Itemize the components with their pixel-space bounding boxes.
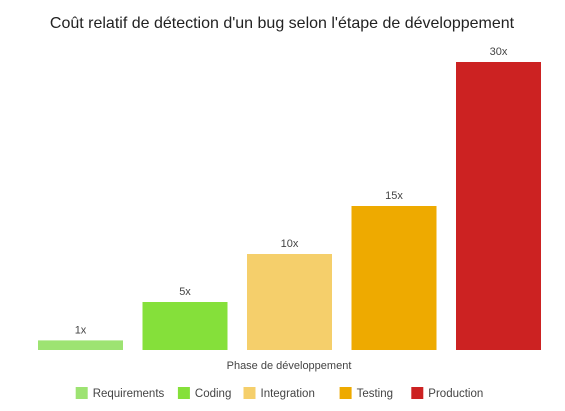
bar-integration [247, 254, 332, 350]
legend-swatch-integration [243, 387, 256, 399]
legend-label-requirements: Requirements [93, 388, 165, 400]
bar-value-label-production: 30x [490, 46, 508, 58]
legend-swatch-testing [339, 387, 352, 399]
legend-item-requirements: Requirements [75, 387, 165, 400]
legend-label-integration: Integration [261, 388, 315, 400]
bar-value-label-testing: 15x [385, 190, 403, 202]
bar-value-label-coding: 5x [179, 286, 191, 298]
bar-production [456, 62, 541, 350]
legend-item-production: Production [411, 387, 483, 400]
bar-testing [351, 206, 437, 350]
legend: Requirements Coding Integration Testing Prod… [75, 387, 483, 400]
bar-labels-group: 1x 5x 10x 15x 30x [75, 46, 508, 336]
bar-requirements [38, 340, 123, 350]
bar-coding [142, 302, 228, 350]
legend-item-testing: Testing [339, 387, 393, 400]
legend-label-production: Production [428, 388, 483, 400]
legend-label-testing: Testing [357, 388, 393, 400]
bar-value-label-requirements: 1x [75, 324, 87, 336]
bar-value-label-integration: 10x [281, 238, 299, 250]
legend-item-coding: Coding [177, 387, 231, 400]
x-axis-label: Phase de développement [227, 360, 352, 372]
legend-swatch-coding [177, 387, 190, 399]
legend-label-coding: Coding [195, 388, 231, 400]
legend-item-integration: Integration [243, 387, 315, 400]
legend-swatch-requirements [75, 387, 88, 399]
legend-swatch-production [411, 387, 424, 399]
chart-title: Coût relatif de détection d'un bug selon… [50, 15, 515, 32]
bars-group [38, 62, 541, 350]
